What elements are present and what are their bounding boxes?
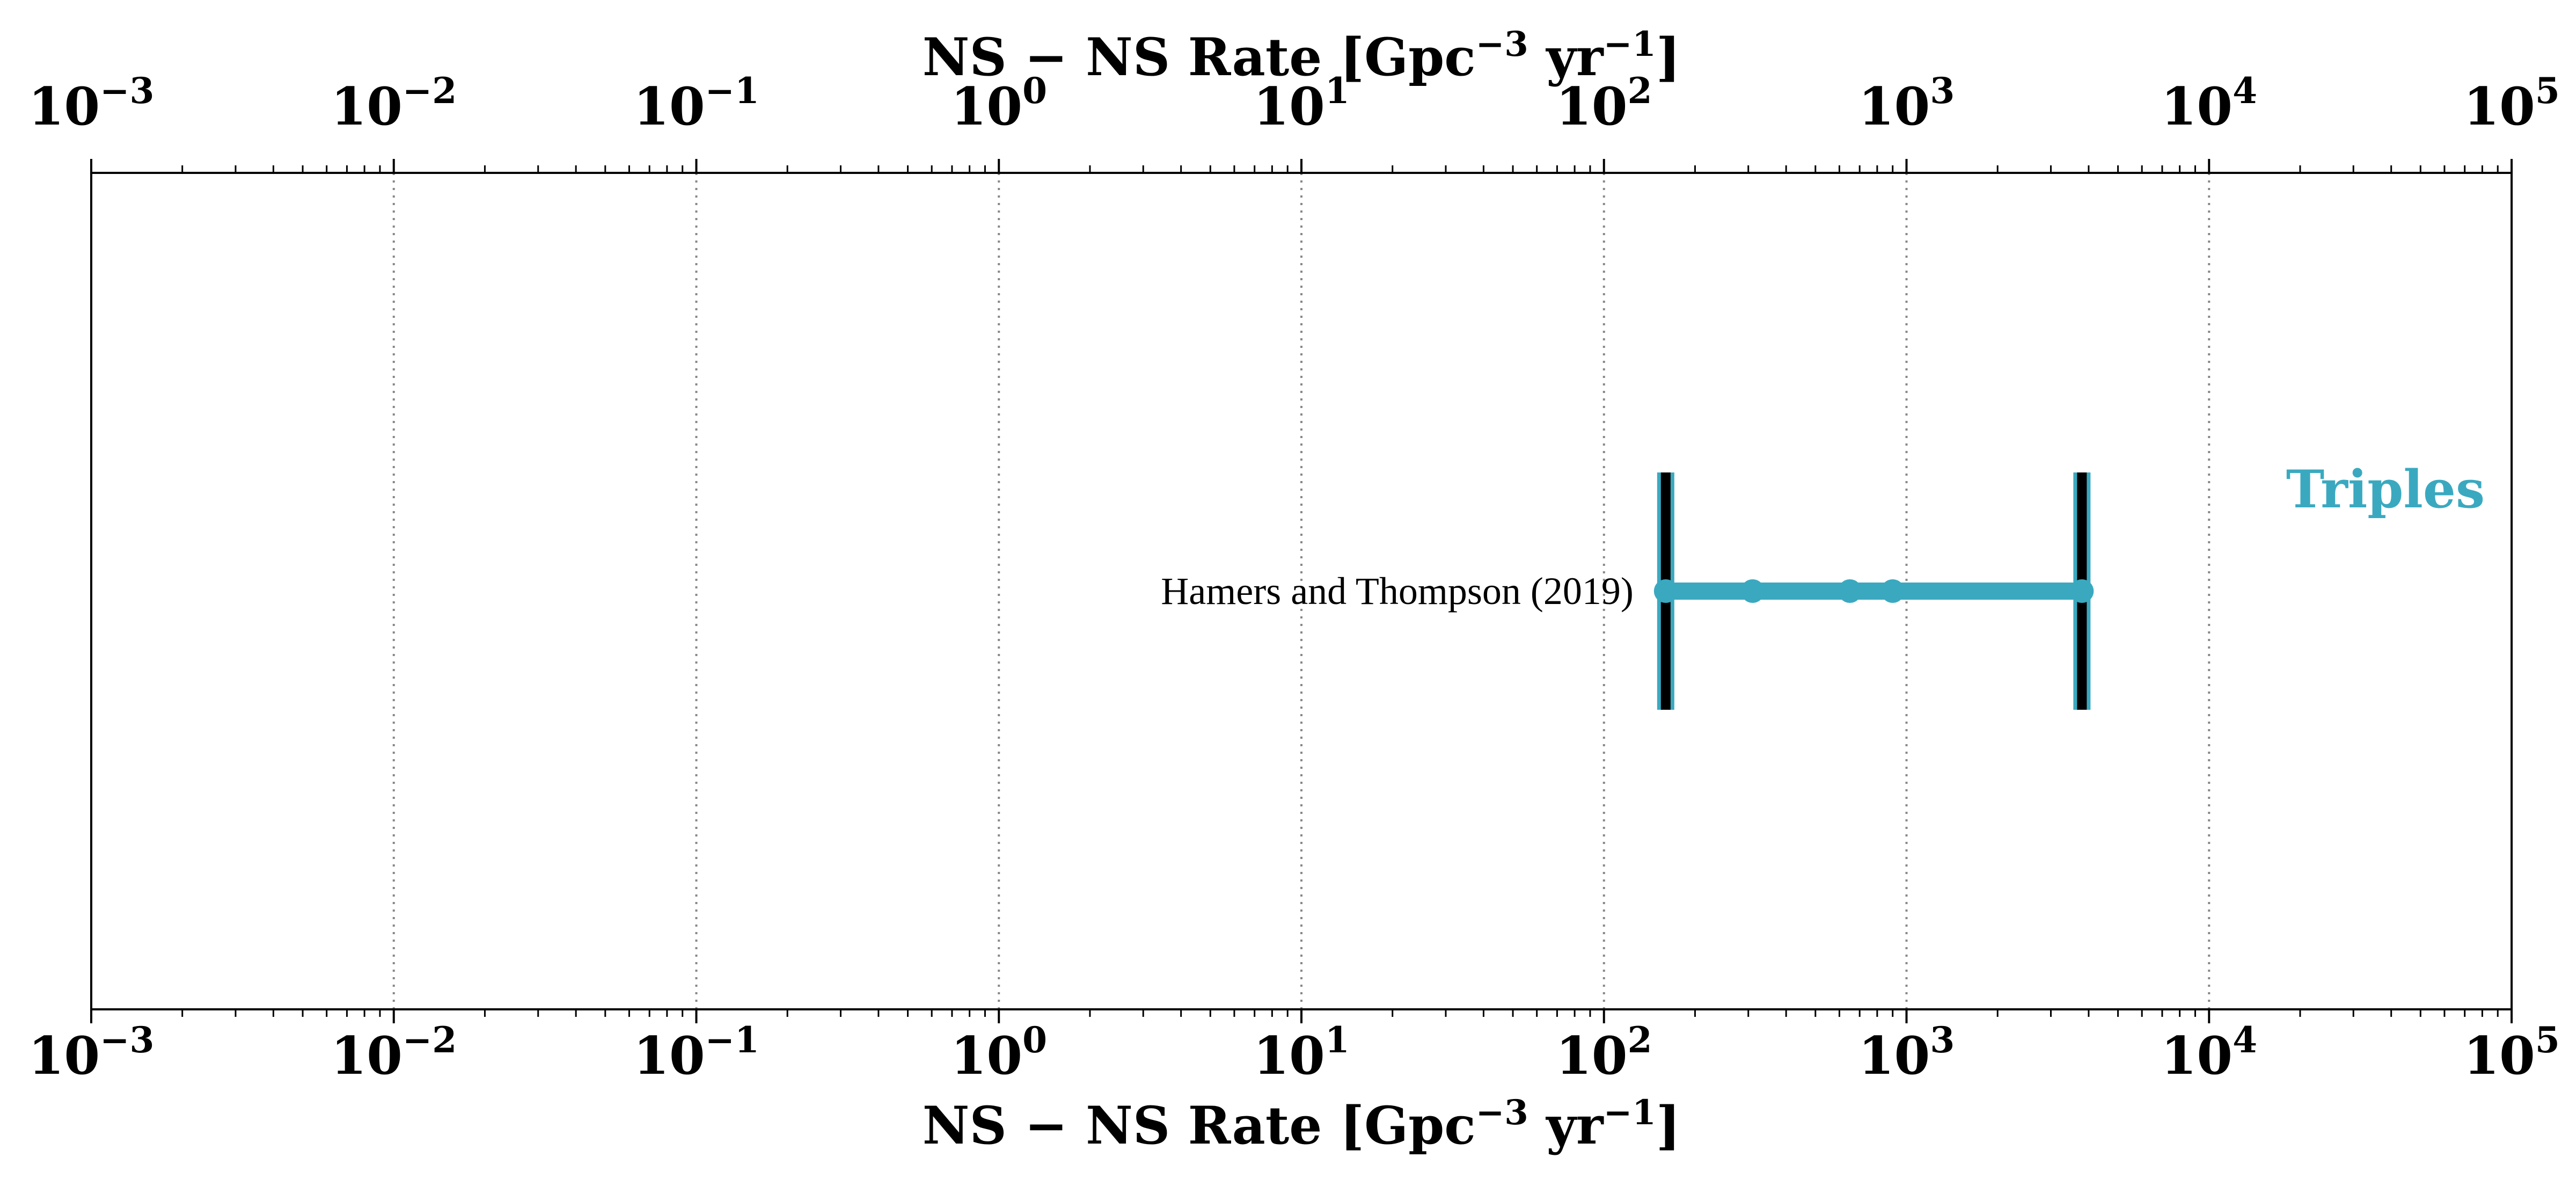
top-tick-label: 102 <box>1556 70 1652 137</box>
bottom-tick-label: 104 <box>2161 1019 2257 1086</box>
bottom-tick-labels: 10−3 10−2 10−1 100 101 102 103 104 105 <box>28 1019 2560 1086</box>
data-point <box>2070 579 2094 603</box>
top-tick-label: 10−2 <box>331 70 457 137</box>
bottom-tick-label: 10−2 <box>331 1019 457 1086</box>
data-point <box>1740 579 1765 603</box>
bottom-tick-label: 103 <box>1858 1019 1955 1086</box>
axis-ticks <box>90 159 2513 1023</box>
top-tick-label: 101 <box>1253 70 1350 137</box>
bottom-tick-label: 10−1 <box>633 1019 759 1086</box>
top-tick-label: 103 <box>1858 70 1955 137</box>
data-point <box>1653 579 1678 603</box>
top-tick-label: 10−3 <box>28 70 155 137</box>
data-point <box>1880 579 1905 603</box>
bottom-tick-label: 105 <box>2463 1019 2560 1086</box>
top-tick-label: 104 <box>2161 70 2257 137</box>
category-label-triples: Triples <box>2286 459 2485 520</box>
bottom-tick-label: 102 <box>1556 1019 1652 1086</box>
top-tick-labels: 10−3 10−2 10−1 100 101 102 103 104 105 <box>28 70 2560 137</box>
data-layer: Hamers and Thompson (2019) <box>1161 472 2094 710</box>
bottom-axis-title: NS − NS Rate [Gpc−3 yr−1] <box>923 1093 1680 1156</box>
top-tick-label: 100 <box>950 70 1047 137</box>
bottom-tick-label: 101 <box>1253 1019 1350 1086</box>
bottom-tick-label: 10−3 <box>28 1019 155 1086</box>
top-tick-label: 105 <box>2463 70 2560 137</box>
data-point <box>1838 579 1862 603</box>
study-label: Hamers and Thompson (2019) <box>1161 570 1634 613</box>
bottom-tick-label: 100 <box>950 1019 1047 1086</box>
top-axis-title: NS − NS Rate [Gpc−3 yr−1] <box>923 24 1680 88</box>
top-tick-label: 10−1 <box>633 70 759 137</box>
